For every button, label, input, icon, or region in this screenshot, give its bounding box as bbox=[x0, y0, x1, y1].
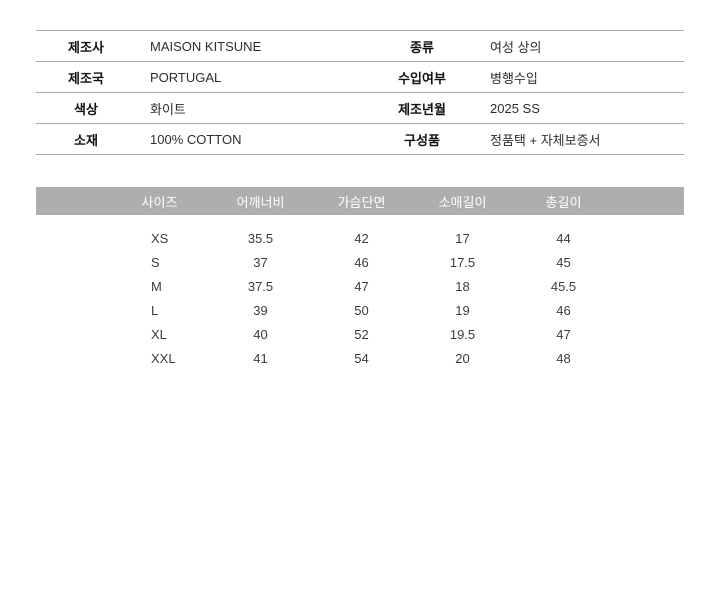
spec-value-color: 화이트 bbox=[150, 101, 186, 117]
size-header-size: 사이즈 bbox=[141, 194, 178, 210]
product-spec-table: 제조사 MAISON KITSUNE 종류 여성 상의 제조국 PORTUGAL… bbox=[36, 30, 684, 155]
size-cell: 44 bbox=[556, 230, 571, 246]
size-row-m: M 37.5 47 18 45.5 bbox=[36, 274, 684, 298]
size-cell: 19 bbox=[455, 302, 470, 318]
spec-row-color: 색상 화이트 제조년월 2025 SS bbox=[36, 92, 684, 124]
size-cell: 45 bbox=[556, 254, 571, 270]
spec-value-manufacture-date: 2025 SS bbox=[490, 100, 540, 116]
size-row-l: L 39 50 19 46 bbox=[36, 298, 684, 322]
spec-value-import: 병행수입 bbox=[490, 70, 538, 86]
size-cell: 42 bbox=[354, 230, 369, 246]
spec-label-category: 종류 bbox=[410, 39, 434, 55]
size-cell: 39 bbox=[253, 302, 268, 318]
size-cell: 52 bbox=[354, 326, 369, 342]
size-header-length: 총길이 bbox=[545, 194, 582, 210]
size-header-chest: 가슴단면 bbox=[337, 194, 386, 210]
spec-value-country: PORTUGAL bbox=[150, 69, 222, 85]
spec-row-material: 소재 100% COTTON 구성품 정품택 + 자체보증서 bbox=[36, 123, 684, 155]
spec-label-manufacturer: 제조사 bbox=[68, 39, 104, 55]
size-cell: 47 bbox=[354, 278, 369, 294]
size-cell: 41 bbox=[253, 350, 268, 366]
spec-value-category: 여성 상의 bbox=[490, 39, 542, 55]
size-cell: 40 bbox=[253, 326, 268, 342]
spec-row-manufacturer: 제조사 MAISON KITSUNE 종류 여성 상의 bbox=[36, 30, 684, 62]
size-row-xs: XS 35.5 42 17 44 bbox=[36, 226, 684, 250]
size-chart: 사이즈 어깨너비 가슴단면 소매길이 총길이 XS 35.5 42 17 44 … bbox=[36, 187, 684, 370]
size-cell: XS bbox=[151, 230, 169, 246]
size-row-xxl: XXL 41 54 20 48 bbox=[36, 346, 684, 370]
spec-label-manufacture-date: 제조년월 bbox=[398, 101, 446, 117]
spec-label-components: 구성품 bbox=[404, 132, 440, 148]
size-cell: 54 bbox=[354, 350, 369, 366]
size-cell: 19.5 bbox=[449, 326, 476, 342]
size-cell: 35.5 bbox=[247, 230, 274, 246]
size-cell: 48 bbox=[556, 350, 571, 366]
size-cell: 17.5 bbox=[449, 254, 476, 270]
spec-value-components: 정품택 + 자체보증서 bbox=[490, 132, 601, 148]
size-cell: 18 bbox=[455, 278, 470, 294]
size-cell: 45.5 bbox=[550, 278, 577, 294]
size-header-shoulder: 어깨너비 bbox=[236, 194, 285, 210]
size-chart-header: 사이즈 어깨너비 가슴단면 소매길이 총길이 bbox=[36, 187, 684, 215]
size-cell: 47 bbox=[556, 326, 571, 342]
size-cell: L bbox=[151, 302, 159, 318]
size-chart-body: XS 35.5 42 17 44 S 37 46 17.5 45 M 37.5 … bbox=[36, 226, 684, 370]
spec-label-color: 색상 bbox=[74, 101, 98, 117]
size-row-xl: XL 40 52 19.5 47 bbox=[36, 322, 684, 346]
size-cell: 37 bbox=[253, 254, 268, 270]
size-cell: M bbox=[151, 278, 162, 294]
spec-value-material: 100% COTTON bbox=[150, 131, 242, 147]
size-cell: 37.5 bbox=[247, 278, 274, 294]
spec-value-manufacturer: MAISON KITSUNE bbox=[150, 38, 262, 54]
size-cell: 50 bbox=[354, 302, 369, 318]
size-header-sleeve: 소매길이 bbox=[438, 194, 487, 210]
size-row-s: S 37 46 17.5 45 bbox=[36, 250, 684, 274]
size-cell: 20 bbox=[455, 350, 470, 366]
spec-label-import: 수입여부 bbox=[398, 70, 446, 86]
size-cell: XL bbox=[151, 326, 167, 342]
spec-label-material: 소재 bbox=[74, 132, 98, 148]
spec-label-country: 제조국 bbox=[68, 70, 104, 86]
spec-row-country: 제조국 PORTUGAL 수입여부 병행수입 bbox=[36, 61, 684, 93]
size-cell: 17 bbox=[455, 230, 470, 246]
size-cell: S bbox=[151, 254, 160, 270]
size-cell: 46 bbox=[556, 302, 571, 318]
size-cell: 46 bbox=[354, 254, 369, 270]
size-cell: XXL bbox=[151, 350, 176, 366]
